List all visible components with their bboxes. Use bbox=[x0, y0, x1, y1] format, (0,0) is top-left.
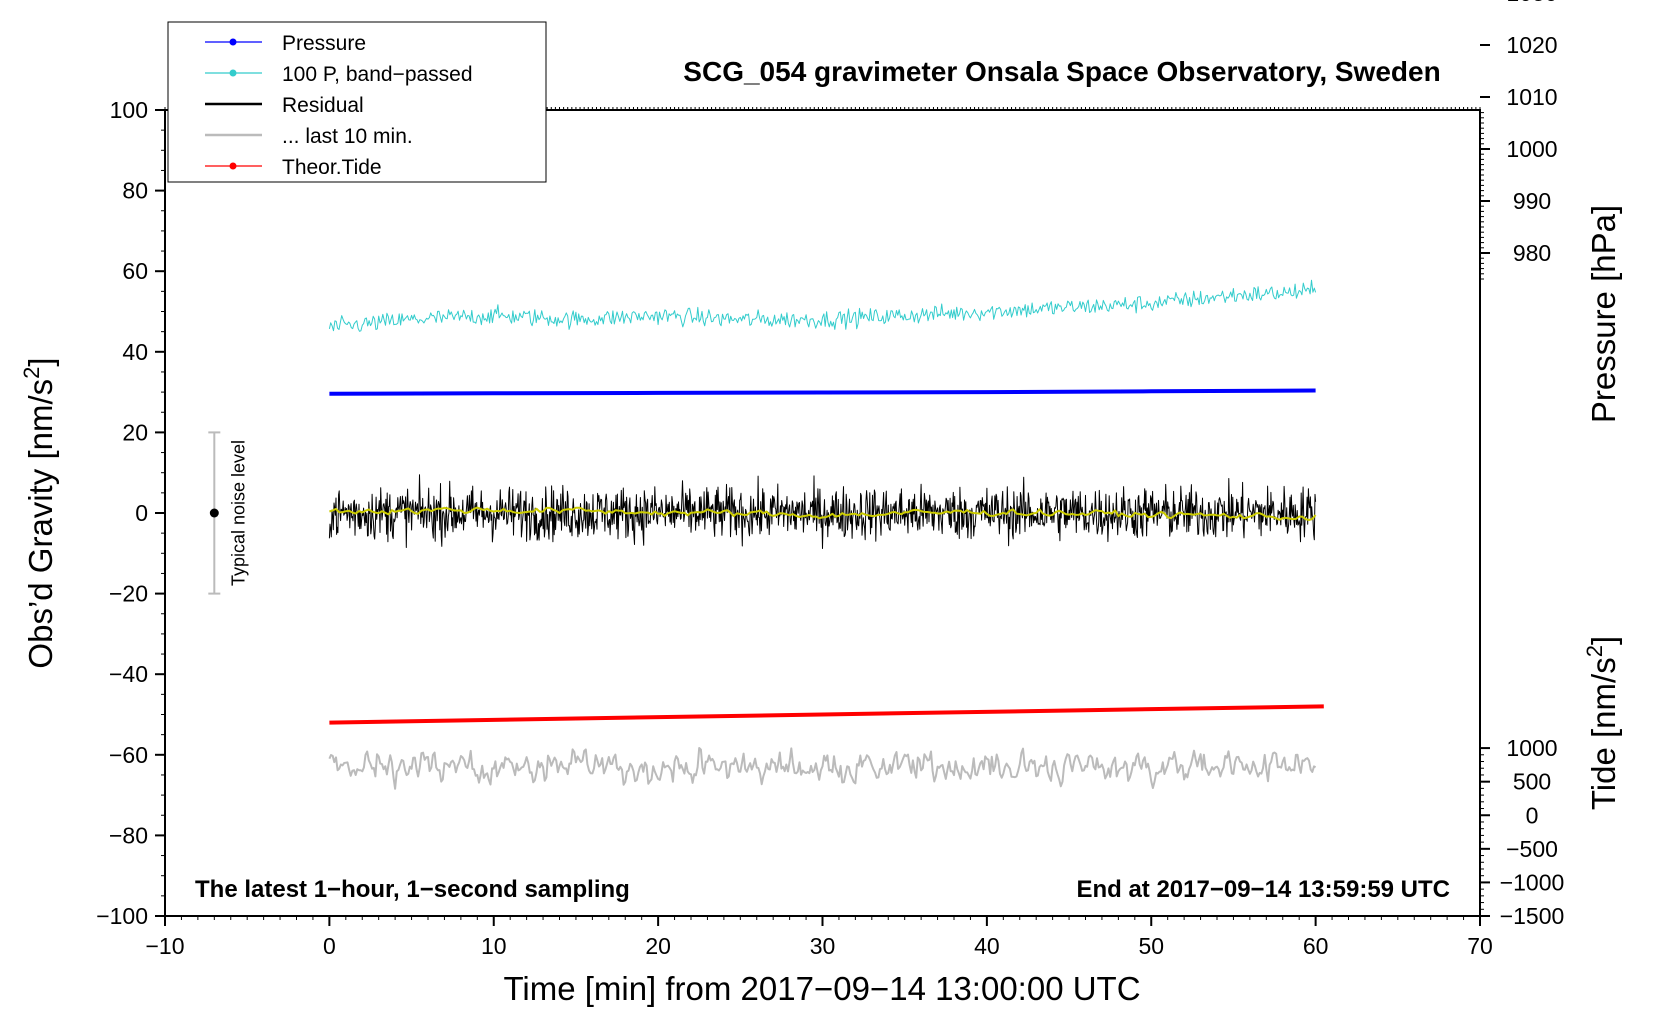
y-axis-ticks: −100 −80 −60 −40 −20 0 20 40 60 80 100 bbox=[96, 97, 165, 929]
series-band-passed-pressure bbox=[328, 279, 1317, 332]
tide-axis-label-close: ] bbox=[1585, 636, 1622, 645]
legend-items: Pressure 100 P, band−passed Residual ... la… bbox=[205, 32, 473, 179]
tide-axis-ticks: −1500 −1000 −500 0 500 1000 bbox=[1480, 735, 1564, 929]
x-tick-label: 60 bbox=[1303, 933, 1329, 959]
y-tick-label: 0 bbox=[135, 500, 148, 526]
legend-marker bbox=[229, 69, 237, 77]
y-tick-label: 20 bbox=[122, 419, 148, 445]
tide-tick-label: 1000 bbox=[1506, 735, 1557, 761]
series-layer bbox=[328, 279, 1324, 790]
tide-axis-label-sup: 2 bbox=[1582, 645, 1607, 657]
y-tick-label: 40 bbox=[122, 339, 148, 365]
tide-tick-label: 0 bbox=[1526, 802, 1539, 828]
tide-tick-label: 500 bbox=[1513, 769, 1551, 795]
pressure-tick-label: 990 bbox=[1513, 188, 1551, 214]
tide-axis-label: Tide [nm/s2] bbox=[1582, 636, 1622, 810]
pressure-tick-label: 1000 bbox=[1506, 136, 1557, 162]
y-tick-label: −100 bbox=[96, 903, 148, 929]
tide-axis-label-text: Tide [nm/s bbox=[1585, 657, 1622, 810]
pressure-tick-label: 980 bbox=[1513, 240, 1551, 266]
chart-title: SCG_054 gravimeter Onsala Space Observat… bbox=[683, 56, 1440, 87]
pressure-tick-label: 1020 bbox=[1506, 32, 1557, 58]
bottom-right-note: End at 2017−09−14 13:59:59 UTC bbox=[1076, 876, 1450, 903]
legend-label: Theor.Tide bbox=[282, 156, 382, 179]
pressure-tick-label: 1010 bbox=[1506, 84, 1557, 110]
y-axis-label: Obs’d Gravity [nm/s2] bbox=[19, 357, 59, 668]
y-axis-label-close: ] bbox=[22, 357, 59, 366]
series-pressure bbox=[329, 388, 1316, 396]
y-tick-label: −80 bbox=[109, 822, 148, 848]
legend-marker bbox=[229, 38, 237, 46]
noise-level-marker: Typical noise level bbox=[208, 431, 248, 595]
y-tick-label: −20 bbox=[109, 581, 148, 607]
bottom-left-note: The latest 1−hour, 1−second sampling bbox=[195, 876, 630, 903]
pressure-axis-ticks: 980 990 1000 1010 1020 1030 bbox=[1480, 0, 1558, 280]
x-tick-label: 0 bbox=[323, 933, 336, 959]
x-tick-label: 20 bbox=[645, 933, 671, 959]
legend-label: Pressure bbox=[282, 32, 366, 55]
series-last-10-min bbox=[328, 747, 1317, 790]
x-tick-label: 40 bbox=[974, 933, 1000, 959]
series-residual bbox=[328, 474, 1317, 549]
series-smoothed-residual bbox=[329, 506, 1317, 521]
y-tick-label: 60 bbox=[122, 258, 148, 284]
tide-tick-label: −500 bbox=[1506, 836, 1558, 862]
legend-label: Residual bbox=[282, 94, 364, 117]
y-tick-label: 80 bbox=[122, 178, 148, 204]
x-tick-label: 10 bbox=[481, 933, 507, 959]
tide-tick-label: −1500 bbox=[1500, 903, 1565, 929]
pressure-tick-label: 1030 bbox=[1506, 0, 1557, 6]
x-tick-label: 70 bbox=[1467, 933, 1493, 959]
pressure-axis-label: Pressure [hPa] bbox=[1585, 205, 1622, 423]
y-tick-label: 100 bbox=[110, 97, 148, 123]
x-tick-label: 50 bbox=[1138, 933, 1164, 959]
legend-label: 100 P, band−passed bbox=[282, 63, 473, 86]
legend-marker bbox=[229, 162, 237, 170]
y-axis-label-sup: 2 bbox=[19, 367, 44, 379]
y-tick-label: −60 bbox=[109, 742, 148, 768]
legend: Pressure 100 P, band−passed Residual ... la… bbox=[167, 21, 547, 183]
x-tick-label: −10 bbox=[145, 933, 184, 959]
noise-level-label: Typical noise level bbox=[228, 440, 248, 586]
noise-level-dot bbox=[209, 508, 219, 518]
tide-tick-label: −1000 bbox=[1500, 869, 1565, 895]
x-axis-label: Time [min] from 2017−09−14 13:00:00 UTC bbox=[503, 970, 1140, 1007]
series-theor-tide bbox=[329, 704, 1324, 725]
legend-label: ... last 10 min. bbox=[282, 125, 413, 148]
y-tick-label: −40 bbox=[109, 661, 148, 687]
y-axis-label-text: Obs’d Gravity [nm/s bbox=[22, 379, 59, 669]
x-tick-label: 30 bbox=[810, 933, 836, 959]
legend-box bbox=[167, 21, 547, 183]
